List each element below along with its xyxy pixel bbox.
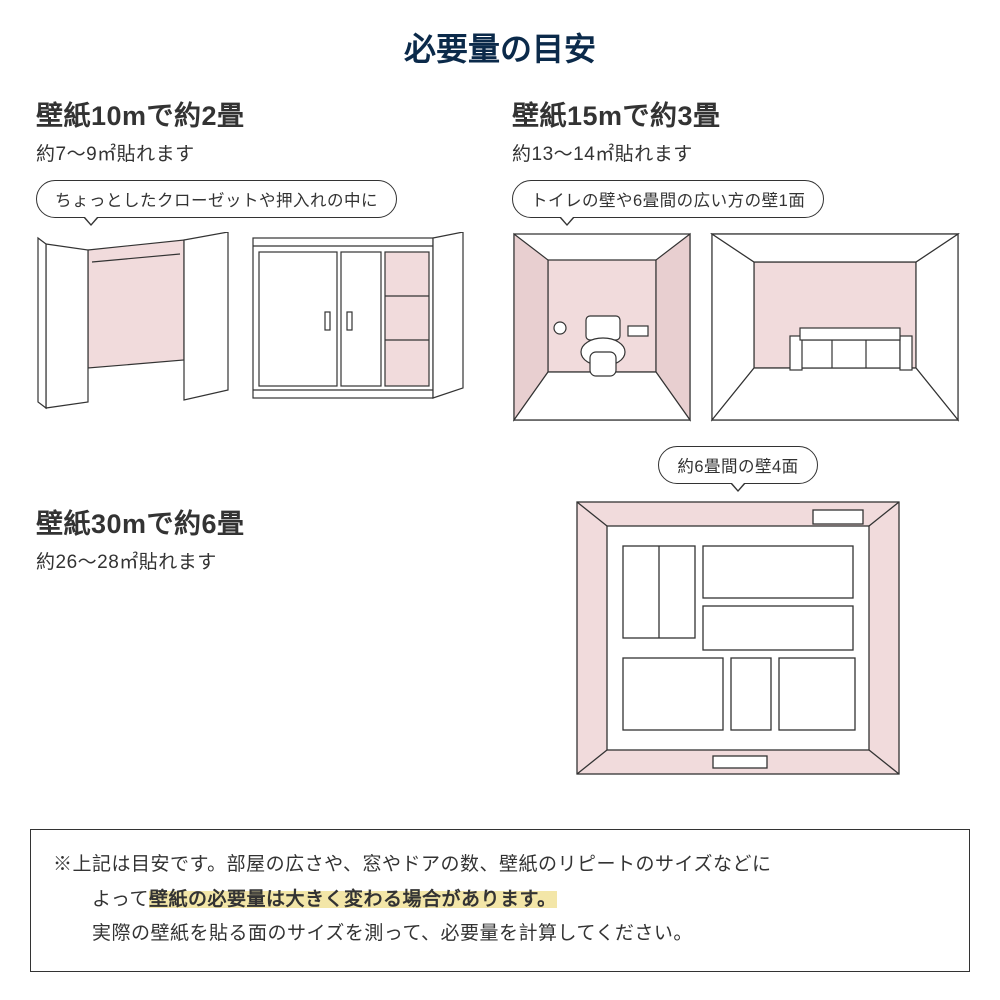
closet-interior-icon [36,232,231,412]
page-title: 必要量の目安 [0,0,1000,70]
info-grid: 壁紙10mで約2畳 約7〜9㎡貼れます ちょっとしたクローゼットや押入れの中に [0,70,1000,778]
note-line-1: ※上記は目安です。部屋の広さや、窓やドアの数、壁紙のリピートのサイズなどに [53,848,947,882]
note-line-2: よって壁紙の必要量は大きく変わる場合があります。 [53,883,947,917]
block-10m: 壁紙10mで約2畳 約7〜9㎡貼れます ちょっとしたクローゼットや押入れの中に [36,94,488,422]
note-line-3: 実際の壁紙を貼る面のサイズを測って、必要量を計算してください。 [53,917,947,951]
note-box: ※上記は目安です。部屋の広さや、窓やドアの数、壁紙のリピートのサイズなどに よっ… [30,829,970,972]
heading-30m: 壁紙30mで約6畳 [36,502,488,541]
bubble-30m: 約6畳間の壁4面 [658,446,817,484]
note-highlight: 壁紙の必要量は大きく変わる場合があります。 [149,889,557,910]
illus-15m [512,232,964,422]
block-15m: 壁紙15mで約3畳 約13〜14㎡貼れます トイレの壁や6畳間の広い方の壁1面 [512,94,964,422]
accent-wall-room-icon [710,232,960,422]
bubble-10m: ちょっとしたクローゼットや押入れの中に [36,180,397,218]
sub-30m: 約26〜28㎡貼れます [36,547,488,574]
floorplan-6jo-icon [573,498,903,778]
heading-10m: 壁紙10mで約2畳 [36,94,488,133]
toilet-room-icon [512,232,692,422]
block-30m-right: 約6畳間の壁4面 [512,432,964,778]
illus-10m [36,232,488,412]
sliding-closet-icon [249,232,469,412]
bubble-15m: トイレの壁や6畳間の広い方の壁1面 [512,180,824,218]
sub-10m: 約7〜9㎡貼れます [36,139,488,166]
sub-15m: 約13〜14㎡貼れます [512,139,964,166]
note-line-2-prefix: よって [53,889,149,910]
heading-15m: 壁紙15mで約3畳 [512,94,964,133]
block-30m: 壁紙30mで約6畳 約26〜28㎡貼れます [36,432,488,778]
